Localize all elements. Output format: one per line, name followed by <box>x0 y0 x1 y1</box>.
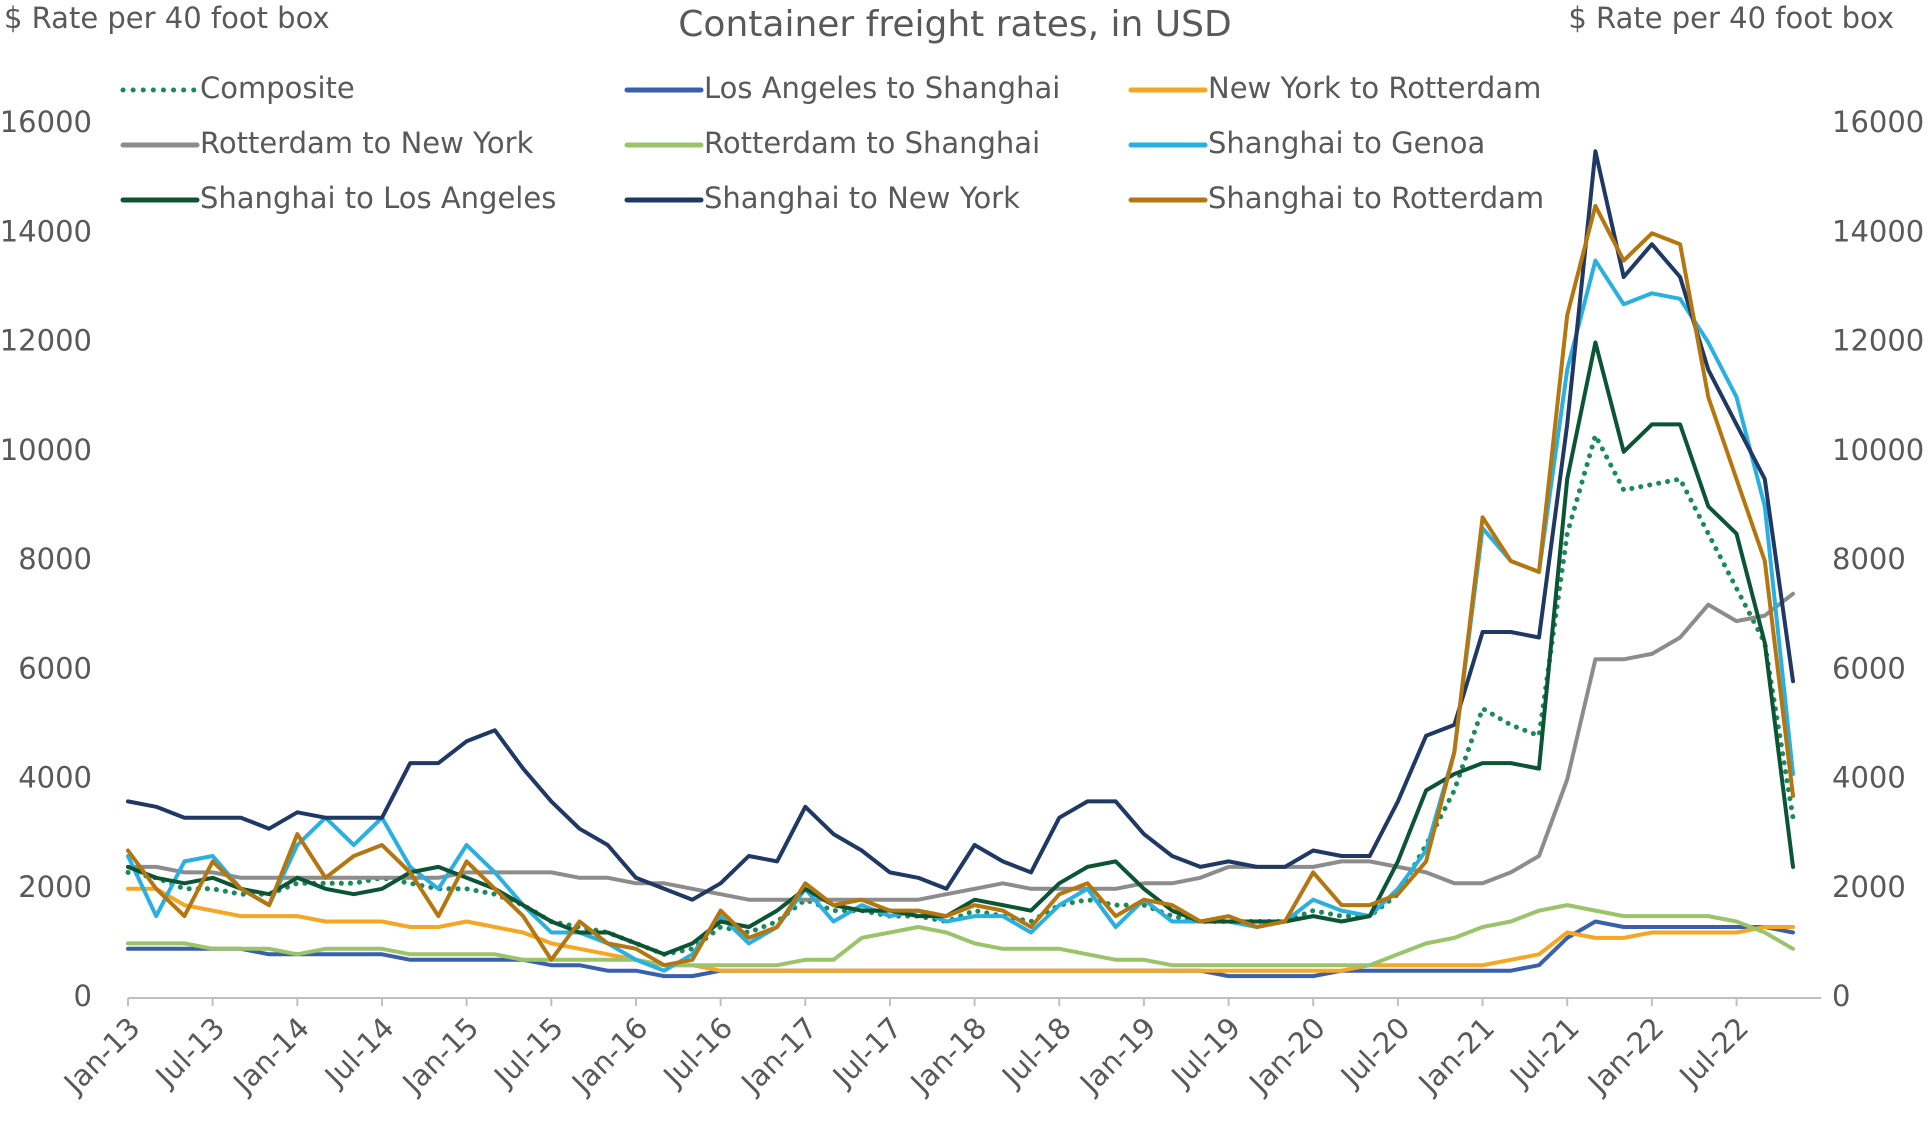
x-tick-label: Jul-13 <box>148 1011 232 1095</box>
x-tick-label: Jul-21 <box>1502 1011 1586 1095</box>
legend-label: Rotterdam to New York <box>200 126 534 160</box>
y-tick-label: 6000 <box>18 651 92 685</box>
y2-tick-label: 6000 <box>1832 651 1906 685</box>
x-tick-label: Jan-21 <box>1411 1011 1502 1102</box>
series-line <box>126 903 1795 968</box>
y2-tick-label: 2000 <box>1832 870 1906 904</box>
x-tick-label: Jul-19 <box>1163 1011 1247 1095</box>
series-line <box>126 203 1795 968</box>
series-line <box>125 432 1796 957</box>
legend-label: Composite <box>200 71 355 105</box>
y2-tick-label: 12000 <box>1832 324 1924 358</box>
x-tick-label: Jan-18 <box>903 1011 994 1102</box>
x-tick-label: Jul-22 <box>1671 1011 1755 1095</box>
y2-tick-label: 8000 <box>1832 542 1906 576</box>
y-tick-label: 12000 <box>0 324 92 358</box>
x-tick-label: Jul-18 <box>994 1011 1078 1095</box>
legend-label: Rotterdam to Shanghai <box>704 126 1040 160</box>
x-tick-label: Jul-16 <box>656 1011 740 1095</box>
y2-tick-label: 14000 <box>1832 214 1924 248</box>
x-tick-label: Jan-13 <box>56 1011 147 1102</box>
x-tick-label: Jul-17 <box>825 1011 909 1095</box>
x-tick-label: Jan-16 <box>564 1011 655 1102</box>
y-tick-label: 4000 <box>18 761 92 795</box>
y-tick-label: 10000 <box>0 433 92 467</box>
x-tick-label: Jan-19 <box>1072 1011 1163 1102</box>
y-axis-label: $ Rate per 40 foot box <box>4 1 330 35</box>
y2-tick-label: 4000 <box>1832 761 1906 795</box>
x-tick-label: Jan-14 <box>225 1011 316 1102</box>
legend-label: Los Angeles to Shanghai <box>704 71 1060 105</box>
y2-tick-label: 10000 <box>1832 433 1924 467</box>
series-line <box>126 340 1795 957</box>
x-tick-label: Jul-14 <box>317 1011 401 1095</box>
y-tick-label: 16000 <box>0 105 92 139</box>
legend-label: Shanghai to New York <box>704 181 1020 215</box>
x-tick-label: Jan-20 <box>1241 1011 1332 1102</box>
series-line <box>126 886 1795 973</box>
y2-tick-label: 16000 <box>1832 105 1924 139</box>
y-tick-label: 0 <box>74 979 92 1013</box>
y-tick-label: 14000 <box>0 214 92 248</box>
legend-label: Shanghai to Genoa <box>1208 126 1485 160</box>
legend-label: New York to Rotterdam <box>1208 71 1541 105</box>
chart-title: Container freight rates, in USD <box>678 4 1231 45</box>
series-line <box>126 149 1795 902</box>
y2-axis-label: $ Rate per 40 foot box <box>1568 1 1894 35</box>
x-tick-label: Jul-20 <box>1333 1011 1417 1095</box>
series-line <box>126 591 1795 902</box>
x-tick-label: Jan-15 <box>395 1011 486 1102</box>
x-tick-label: Jan-17 <box>733 1011 824 1102</box>
legend-label: Shanghai to Los Angeles <box>200 181 556 215</box>
y-tick-label: 2000 <box>18 870 92 904</box>
y2-tick-label: 0 <box>1832 979 1850 1013</box>
x-tick-label: Jan-22 <box>1580 1011 1671 1102</box>
y-tick-label: 8000 <box>18 542 92 576</box>
x-tick-label: Jul-15 <box>486 1011 570 1095</box>
legend-label: Shanghai to Rotterdam <box>1208 181 1544 215</box>
